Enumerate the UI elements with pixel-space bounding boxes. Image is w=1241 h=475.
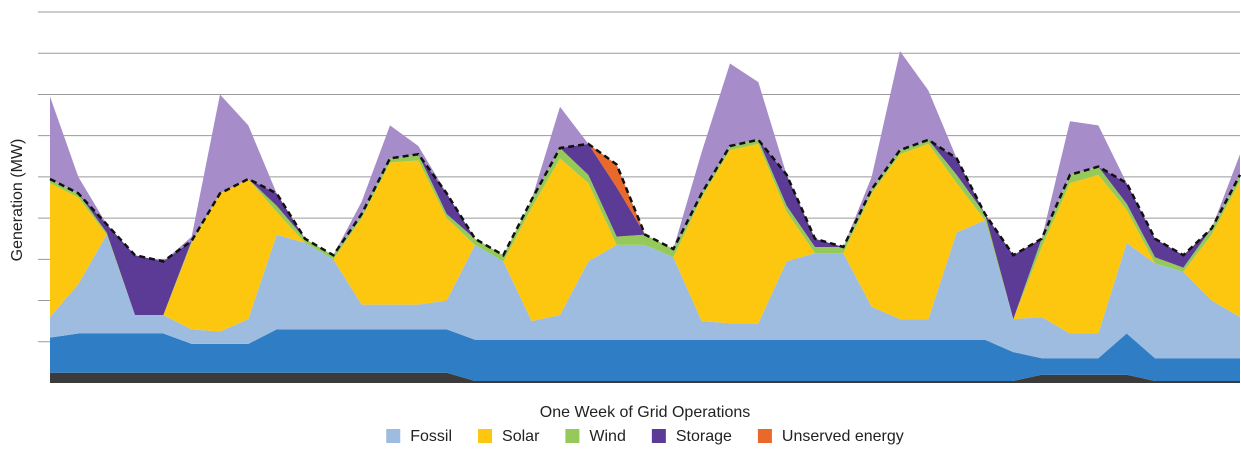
legend: Fossil Solar Wind Storage Unserved energy (386, 428, 904, 445)
area (50, 329, 1240, 381)
area (50, 143, 1240, 334)
legend-label: Unserved energy (782, 428, 904, 445)
area (50, 220, 1240, 359)
y-axis-label: Generation (MW) (9, 139, 26, 262)
x-axis-label: One Week of Grid Operations (540, 404, 750, 421)
areas (49, 51, 1241, 383)
legend-label: Solar (502, 428, 540, 445)
legend-swatch (565, 429, 580, 443)
legend-label: Storage (676, 428, 732, 445)
legend-swatch (478, 429, 493, 443)
legend-label: Wind (589, 428, 625, 445)
load-line (49, 138, 1241, 263)
legend-swatch (757, 429, 772, 443)
area (50, 372, 1240, 383)
legend-swatch (651, 429, 666, 443)
legend-label: Fossil (410, 428, 452, 445)
legend-swatch (386, 429, 401, 443)
